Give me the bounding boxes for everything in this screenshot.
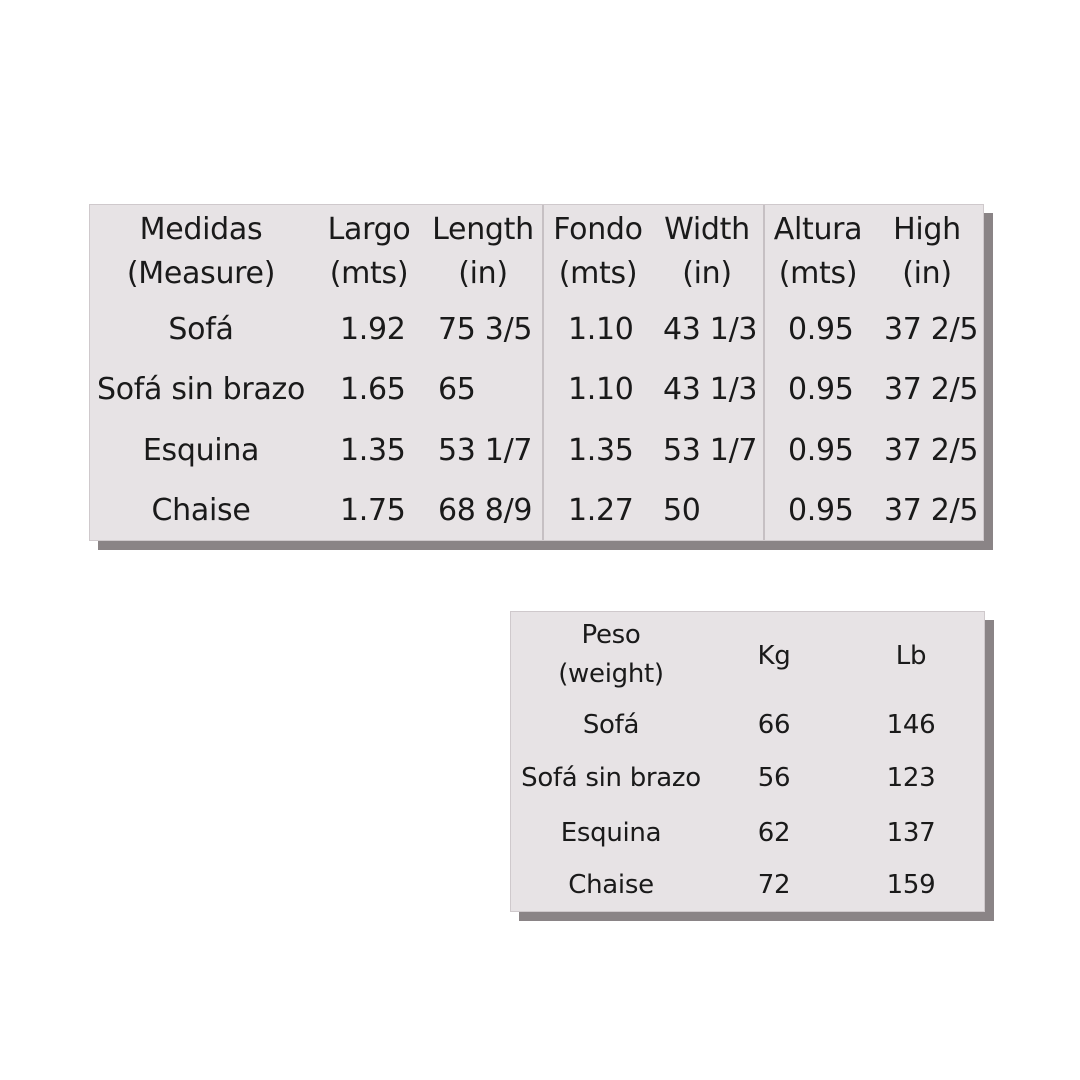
cell-width: 43 1/3 — [663, 312, 758, 347]
header-width-unit: (in) — [682, 256, 732, 291]
header-largo: Largo — [327, 212, 411, 247]
header-largo-unit: (mts) — [329, 256, 409, 291]
cell-high: 37 2/5 — [884, 372, 979, 407]
row-label: Sofá — [582, 710, 640, 740]
measures-table: Medidas (Measure) Largo (mts) Length (in… — [89, 204, 984, 541]
header-length-unit: (in) — [458, 256, 508, 291]
row-label: Chaise — [568, 870, 654, 900]
column-divider — [542, 205, 544, 540]
header-lb: Lb — [895, 641, 927, 671]
cell-lb: 123 — [886, 763, 936, 793]
header-altura: Altura — [773, 212, 863, 247]
cell-kg: 66 — [757, 710, 791, 740]
cell-kg: 72 — [757, 870, 791, 900]
header-altura-unit: (mts) — [778, 256, 858, 291]
cell-length: 65 — [438, 372, 476, 407]
header-fondo: Fondo — [553, 212, 643, 247]
cell-largo: 1.92 — [340, 312, 406, 347]
header-kg: Kg — [757, 641, 791, 671]
cell-length: 68 8/9 — [438, 493, 533, 528]
header-weight: (weight) — [558, 659, 664, 689]
cell-altura: 0.95 — [788, 372, 854, 407]
cell-high: 37 2/5 — [884, 312, 979, 347]
cell-high: 37 2/5 — [884, 493, 979, 528]
cell-kg: 56 — [757, 763, 791, 793]
cell-altura: 0.95 — [788, 433, 854, 468]
header-peso: Peso — [581, 620, 641, 650]
cell-lb: 137 — [886, 818, 936, 848]
header-medidas: Medidas — [139, 212, 263, 247]
cell-length: 53 1/7 — [438, 433, 533, 468]
row-label: Esquina — [142, 433, 260, 468]
cell-fondo: 1.27 — [568, 493, 634, 528]
row-label: Chaise — [151, 493, 251, 528]
row-label: Sofá sin brazo — [521, 763, 701, 793]
cell-altura: 0.95 — [788, 493, 854, 528]
cell-fondo: 1.35 — [568, 433, 634, 468]
header-high: High — [893, 212, 961, 247]
header-width: Width — [664, 212, 750, 247]
cell-altura: 0.95 — [788, 312, 854, 347]
cell-largo: 1.35 — [340, 433, 406, 468]
cell-kg: 62 — [757, 818, 791, 848]
row-label: Sofá sin brazo — [96, 372, 306, 407]
header-fondo-unit: (mts) — [558, 256, 638, 291]
header-length: Length — [432, 212, 534, 247]
header-high-unit: (in) — [902, 256, 952, 291]
column-divider — [763, 205, 765, 540]
cell-fondo: 1.10 — [568, 372, 634, 407]
cell-fondo: 1.10 — [568, 312, 634, 347]
cell-largo: 1.65 — [340, 372, 406, 407]
row-label: Sofá — [168, 312, 234, 347]
cell-width: 53 1/7 — [663, 433, 758, 468]
cell-width: 50 — [663, 493, 701, 528]
cell-width: 43 1/3 — [663, 372, 758, 407]
row-label: Esquina — [560, 818, 662, 848]
weight-table: Peso (weight) Kg Lb Sofá 66 146 Sofá sin… — [510, 611, 985, 912]
header-measure: (Measure) — [126, 256, 276, 291]
cell-length: 75 3/5 — [438, 312, 533, 347]
cell-largo: 1.75 — [340, 493, 406, 528]
cell-high: 37 2/5 — [884, 433, 979, 468]
cell-lb: 146 — [886, 710, 936, 740]
cell-lb: 159 — [886, 870, 936, 900]
